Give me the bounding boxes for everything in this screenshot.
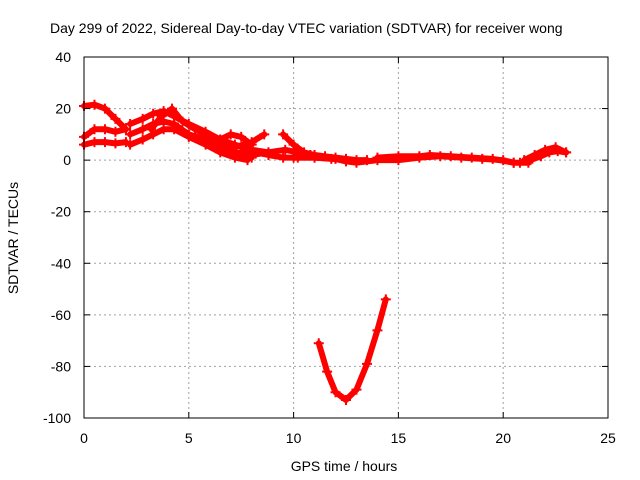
data-point bbox=[529, 149, 540, 160]
data-point bbox=[424, 149, 435, 160]
y-tick-label: 40 bbox=[55, 49, 71, 65]
x-tick-label: 25 bbox=[600, 430, 616, 446]
data-point bbox=[351, 157, 362, 168]
y-tick-label: -100 bbox=[43, 410, 71, 426]
data-point bbox=[125, 139, 136, 150]
data-point bbox=[445, 151, 456, 162]
plot-frame bbox=[83, 56, 609, 419]
y-tick-label: 0 bbox=[63, 152, 71, 168]
data-point bbox=[351, 384, 362, 395]
data-point bbox=[125, 119, 136, 130]
data-point bbox=[236, 131, 247, 142]
data-point bbox=[158, 124, 169, 135]
data-point bbox=[278, 152, 289, 163]
data-point bbox=[110, 138, 121, 149]
data-point bbox=[246, 137, 257, 148]
y-tick-label: -20 bbox=[51, 204, 71, 220]
series-line-arc-7 bbox=[148, 105, 255, 148]
ticks-layer: 0 5 10 15 20 25 -100 -80 -60 -40 -20 0 20 40 bbox=[43, 49, 616, 446]
data-point bbox=[393, 151, 404, 162]
y-tick-label: -40 bbox=[51, 255, 71, 271]
series-line-arc-16 bbox=[315, 296, 389, 403]
data-point bbox=[99, 137, 110, 148]
data-point bbox=[519, 155, 530, 166]
data-point bbox=[330, 153, 341, 164]
data-point bbox=[259, 129, 270, 140]
grid-layer bbox=[84, 57, 608, 418]
data-point bbox=[380, 294, 391, 305]
data-point bbox=[99, 103, 110, 114]
data-point bbox=[125, 129, 136, 140]
y-tick-label: 20 bbox=[55, 101, 71, 117]
data-point bbox=[120, 124, 131, 135]
data-point bbox=[550, 142, 561, 153]
data-point bbox=[137, 134, 148, 145]
data-point bbox=[372, 152, 383, 163]
data-point bbox=[341, 394, 351, 405]
y-axis-label: SDTVAR / TECUs bbox=[5, 182, 21, 294]
data-point bbox=[313, 338, 324, 349]
data-point bbox=[414, 151, 425, 162]
data-point bbox=[148, 108, 159, 119]
data-point bbox=[361, 358, 372, 369]
data-point bbox=[89, 99, 100, 110]
y-tick-label: -80 bbox=[51, 358, 71, 374]
data-point bbox=[280, 144, 291, 155]
data-point bbox=[167, 103, 178, 114]
x-tick-label: 5 bbox=[185, 430, 193, 446]
data-point bbox=[288, 152, 299, 163]
data-point bbox=[229, 147, 240, 158]
data-point bbox=[372, 325, 383, 336]
data-point bbox=[89, 137, 100, 148]
data-point bbox=[466, 152, 477, 163]
data-point bbox=[110, 113, 121, 124]
data-point bbox=[200, 134, 211, 145]
series-layer bbox=[79, 99, 572, 405]
data-point bbox=[250, 147, 261, 158]
data-point bbox=[99, 124, 110, 135]
data-point bbox=[169, 124, 180, 135]
x-tick-label: 0 bbox=[80, 430, 88, 446]
data-point bbox=[215, 139, 226, 150]
data-point bbox=[89, 124, 100, 135]
x-tick-label: 10 bbox=[286, 430, 302, 446]
data-point bbox=[156, 111, 167, 122]
data-point bbox=[146, 124, 157, 135]
data-point bbox=[278, 129, 289, 140]
data-point bbox=[288, 139, 299, 150]
data-point bbox=[341, 156, 351, 167]
data-point bbox=[561, 147, 572, 158]
series-line-arc-6 bbox=[127, 126, 251, 164]
x-tick-label: 15 bbox=[391, 430, 407, 446]
data-point bbox=[110, 126, 121, 137]
data-point bbox=[322, 366, 333, 377]
data-point bbox=[137, 113, 148, 124]
y-tick-label: -60 bbox=[51, 307, 71, 323]
data-point bbox=[177, 116, 188, 127]
data-point bbox=[540, 144, 551, 155]
data-point bbox=[309, 152, 320, 163]
data-point bbox=[225, 129, 236, 140]
data-point bbox=[236, 142, 247, 153]
data-point bbox=[183, 129, 194, 140]
data-point bbox=[487, 153, 498, 164]
x-axis-label: GPS time / hours bbox=[291, 458, 398, 474]
data-point bbox=[330, 387, 341, 398]
x-tick-label: 20 bbox=[495, 430, 511, 446]
data-point bbox=[263, 149, 274, 160]
data-point bbox=[137, 124, 148, 135]
data-point bbox=[190, 124, 201, 135]
chart-title: Day 299 of 2022, Sidereal Day-to-day VTE… bbox=[50, 20, 563, 36]
